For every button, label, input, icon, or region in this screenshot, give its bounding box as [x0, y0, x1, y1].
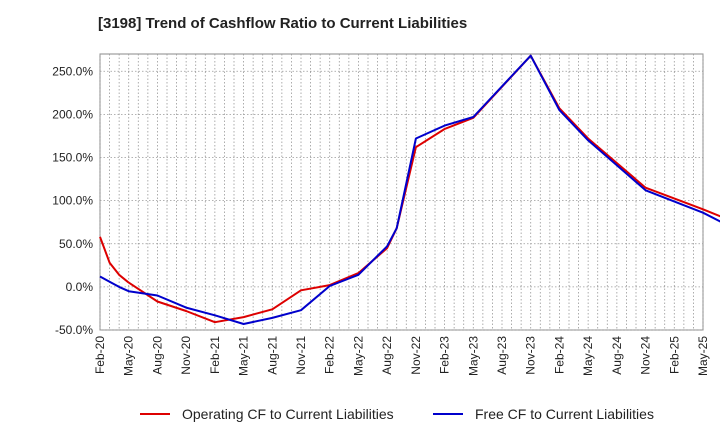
x-tick-label: Aug-21: [265, 336, 279, 375]
x-tick-label: Feb-21: [208, 336, 222, 374]
legend: Operating CF to Current Liabilities Free…: [140, 406, 654, 422]
chart-title: [3198] Trend of Cashflow Ratio to Curren…: [98, 15, 468, 32]
x-tick-label: Feb-20: [93, 336, 107, 374]
x-tick-label: Nov-24: [639, 336, 653, 375]
y-tick-label: 100.0%: [52, 194, 93, 208]
x-tick-label: Nov-21: [294, 336, 308, 375]
x-tick-label: Aug-22: [380, 336, 394, 375]
series-line-operating-cf: [99, 54, 720, 324]
grid: [99, 54, 704, 331]
y-tick-label: -50.0%: [55, 323, 93, 337]
x-tick-label: Nov-20: [179, 336, 193, 375]
plot-area: [99, 53, 704, 331]
y-tick-label: 250.0%: [52, 64, 93, 78]
legend-label-free-cf: Free CF to Current Liabilities: [475, 406, 654, 422]
x-tick-label: May-22: [351, 336, 365, 376]
x-tick-label: May-24: [581, 336, 595, 376]
x-tick-label: Nov-23: [524, 336, 538, 375]
x-tick-label: Aug-23: [495, 336, 509, 375]
x-tick-label: Aug-24: [610, 336, 624, 375]
y-axis-ticks: -50.0% 0.0% 50.0% 100.0% 150.0% 200.0% 250.0%: [52, 64, 93, 337]
series-lines: [99, 54, 720, 325]
x-tick-label: Nov-22: [409, 336, 423, 375]
x-tick-label: Aug-20: [150, 336, 164, 375]
legend-label-operating-cf: Operating CF to Current Liabilities: [182, 406, 394, 422]
y-tick-label: 0.0%: [66, 280, 94, 294]
x-tick-label: Feb-25: [667, 336, 681, 374]
y-tick-label: 50.0%: [59, 237, 93, 251]
x-tick-label: Feb-22: [323, 336, 337, 374]
y-tick-label: 150.0%: [52, 151, 93, 165]
x-axis-ticks: Feb-20 May-20 Aug-20 Nov-20 Feb-21 May-21 Aug-…: [93, 336, 710, 376]
y-tick-label: 200.0%: [52, 107, 93, 121]
x-tick-label: Feb-24: [552, 336, 566, 374]
x-tick-label: May-21: [237, 336, 251, 376]
x-tick-label: May-20: [122, 336, 136, 376]
x-tick-label: May-23: [466, 336, 480, 376]
x-tick-label: Feb-23: [438, 336, 452, 374]
series-line-free-cf: [99, 54, 720, 325]
x-tick-label: May-25: [696, 336, 710, 376]
